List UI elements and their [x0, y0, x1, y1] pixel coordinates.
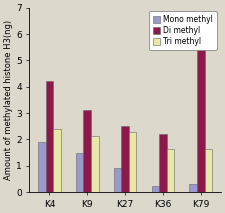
Bar	[159, 134, 167, 192]
Bar	[91, 135, 99, 192]
Bar	[152, 186, 159, 192]
Bar	[46, 82, 53, 192]
Bar	[83, 111, 91, 192]
Bar	[197, 21, 205, 192]
Bar	[121, 126, 129, 192]
Bar	[76, 153, 83, 192]
Bar	[114, 168, 121, 192]
Y-axis label: Amount of methylated histone H3(ng): Amount of methylated histone H3(ng)	[4, 20, 13, 180]
Bar	[53, 129, 61, 192]
Bar	[38, 142, 46, 192]
Bar	[205, 149, 212, 192]
Legend: Mono methyl, Di methyl, Tri methyl: Mono methyl, Di methyl, Tri methyl	[149, 12, 217, 50]
Bar	[167, 149, 174, 192]
Bar	[189, 184, 197, 192]
Bar	[129, 132, 136, 192]
